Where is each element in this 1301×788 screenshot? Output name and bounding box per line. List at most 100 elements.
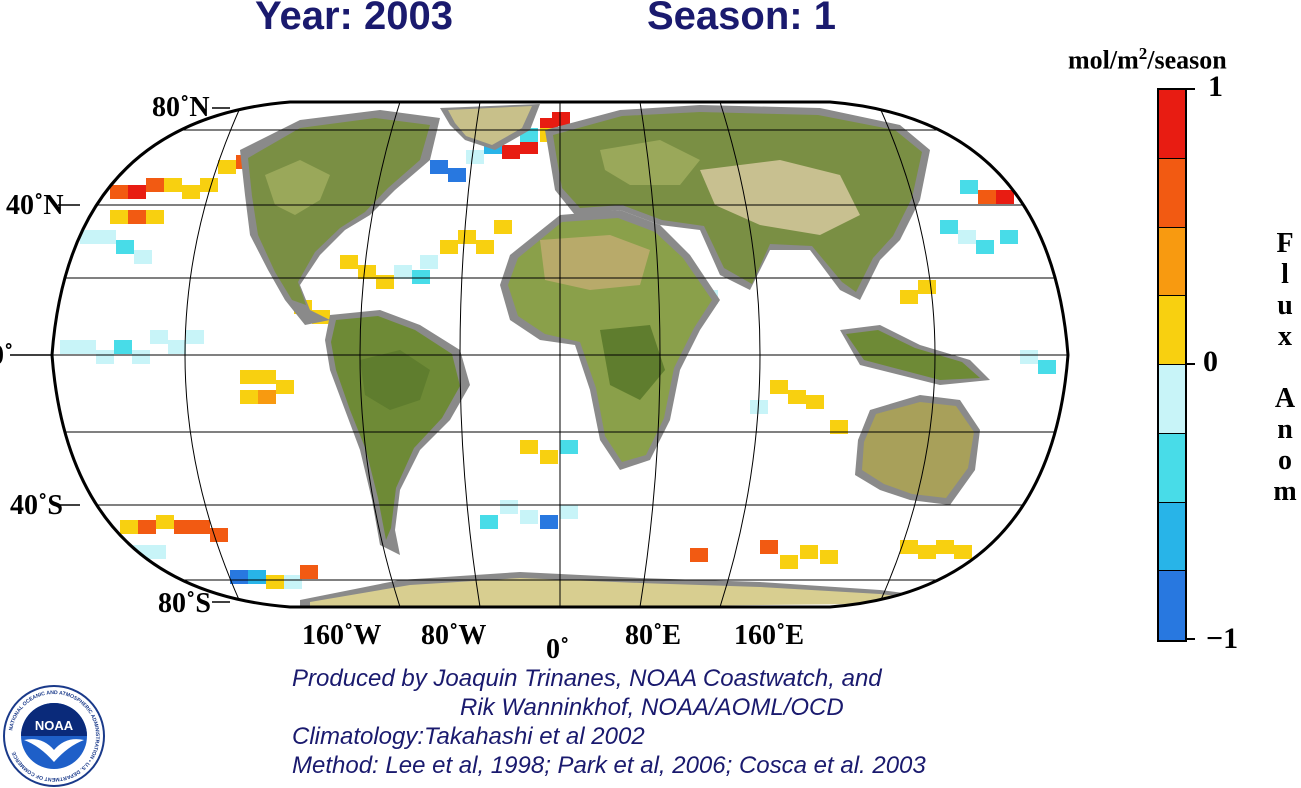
anomaly-cell bbox=[146, 178, 164, 192]
anomaly-cell bbox=[760, 540, 778, 554]
anomaly-cell bbox=[276, 380, 294, 394]
anomaly-cell bbox=[830, 420, 848, 434]
colorbar-side-label: F l u x A n o m bbox=[1270, 228, 1300, 507]
side-label-letter: x bbox=[1278, 321, 1292, 352]
anomaly-cell bbox=[750, 400, 768, 414]
lat-tick-marks bbox=[10, 107, 230, 603]
anomaly-cell bbox=[240, 390, 258, 404]
lat-label-40n: 40˚N bbox=[6, 190, 64, 221]
anomaly-cell bbox=[900, 290, 918, 304]
anomaly-cell bbox=[146, 210, 164, 224]
anomaly-cell bbox=[114, 340, 132, 354]
landmasses bbox=[240, 104, 990, 607]
anomaly-cell bbox=[132, 350, 150, 364]
credits-line: Method: Lee et al, 1998; Park et al, 200… bbox=[292, 752, 926, 779]
graticule bbox=[52, 102, 1068, 607]
lon-label-80w: 80˚W bbox=[421, 620, 487, 651]
anomaly-cell bbox=[248, 570, 266, 584]
anomaly-cell bbox=[192, 520, 210, 534]
colorbar-segment bbox=[1159, 227, 1185, 297]
anomaly-cell bbox=[430, 160, 448, 174]
anomaly-cell bbox=[976, 240, 994, 254]
lon-label-160w: 160˚W bbox=[302, 620, 382, 651]
anomaly-cell bbox=[1000, 230, 1018, 244]
anomaly-cell bbox=[230, 570, 248, 584]
anomaly-cell bbox=[138, 520, 156, 534]
svg-text:NOAA: NOAA bbox=[35, 718, 74, 733]
colorbar-tick bbox=[1185, 638, 1195, 640]
anomaly-cell bbox=[788, 390, 806, 404]
anomaly-cell bbox=[448, 168, 466, 182]
anomaly-cell bbox=[1020, 350, 1038, 364]
lat-label-40s: 40˚S bbox=[10, 490, 63, 521]
side-label-letter: m bbox=[1273, 476, 1297, 507]
credits-block: Produced by Joaquin Trinanes, NOAA Coast… bbox=[292, 664, 926, 780]
anomaly-cell bbox=[978, 190, 996, 204]
side-label-letter: A bbox=[1274, 383, 1296, 414]
anomaly-cell bbox=[520, 440, 538, 454]
side-label-letter: n bbox=[1277, 414, 1293, 445]
colorbar-segment bbox=[1159, 571, 1185, 640]
anomaly-cell bbox=[164, 178, 182, 192]
side-label-letter: o bbox=[1278, 445, 1292, 476]
anomaly-cell bbox=[60, 340, 78, 354]
anomaly-cell bbox=[300, 565, 318, 579]
anomaly-cell bbox=[954, 545, 972, 559]
colorbar-segment bbox=[1159, 502, 1185, 572]
anomaly-cell bbox=[420, 255, 438, 269]
anomaly-cell bbox=[780, 555, 798, 569]
anomaly-cell bbox=[110, 210, 128, 224]
colorbar bbox=[1157, 88, 1187, 642]
anomaly-cell bbox=[900, 540, 918, 554]
anomaly-cell bbox=[960, 180, 978, 194]
anomaly-cell bbox=[820, 550, 838, 564]
anomaly-cell bbox=[520, 510, 538, 524]
year-title: Year: 2003 bbox=[255, 0, 453, 38]
anomaly-cell bbox=[394, 265, 412, 279]
anomaly-cell bbox=[458, 230, 476, 244]
credits-line: Climatology:Takahashi et al 2002 bbox=[292, 723, 645, 750]
anomaly-cell bbox=[560, 505, 578, 519]
anomaly-cell bbox=[540, 515, 558, 529]
anomaly-cell bbox=[96, 350, 114, 364]
credits-line: Rik Wanninkhof, NOAA/AOML/OCD bbox=[460, 694, 844, 721]
anomaly-cell bbox=[560, 440, 578, 454]
anomaly-cell bbox=[540, 450, 558, 464]
lat-label-80s: 80˚S bbox=[158, 588, 211, 619]
lat-label-equator: 0˚ bbox=[0, 340, 14, 371]
anomaly-cell bbox=[218, 160, 236, 174]
anomaly-cell bbox=[284, 575, 302, 589]
anomaly-cell bbox=[240, 370, 258, 384]
anomaly-cell bbox=[78, 340, 96, 354]
anomaly-cell bbox=[116, 240, 134, 254]
side-label-letter bbox=[1270, 352, 1300, 383]
anomaly-cell bbox=[128, 210, 146, 224]
anomaly-cell bbox=[500, 500, 518, 514]
flux-anomaly-cells bbox=[60, 112, 1056, 589]
anomaly-cell bbox=[412, 270, 430, 284]
colorbar-segment bbox=[1159, 158, 1185, 228]
anomaly-cell bbox=[806, 395, 824, 409]
colorbar-segment bbox=[1159, 296, 1185, 365]
anomaly-cell bbox=[918, 545, 936, 559]
season-title: Season: 1 bbox=[647, 0, 836, 38]
anomaly-cell bbox=[552, 112, 570, 126]
anomaly-cell bbox=[148, 545, 166, 559]
anomaly-cell bbox=[258, 370, 276, 384]
anomaly-cell bbox=[936, 540, 954, 554]
anomaly-cell bbox=[182, 185, 200, 199]
anomaly-cell bbox=[156, 515, 174, 529]
anomaly-cell bbox=[120, 520, 138, 534]
noaa-logo: NATIONAL OCEANIC AND ATMOSPHERIC ADMINIS… bbox=[3, 685, 105, 787]
colorbar-mid-label: 0 bbox=[1203, 345, 1218, 378]
anomaly-cell bbox=[480, 515, 498, 529]
colorbar-segment bbox=[1159, 90, 1185, 159]
lon-label-0: 0˚ bbox=[546, 634, 570, 665]
anomaly-cell bbox=[110, 185, 128, 199]
anomaly-cell bbox=[168, 340, 186, 354]
anomaly-cell bbox=[690, 548, 708, 562]
lon-label-80e: 80˚E bbox=[625, 620, 681, 651]
colorbar-tick bbox=[1185, 88, 1195, 90]
colorbar-max-label: 1 bbox=[1208, 70, 1223, 103]
anomaly-cell bbox=[918, 280, 936, 294]
